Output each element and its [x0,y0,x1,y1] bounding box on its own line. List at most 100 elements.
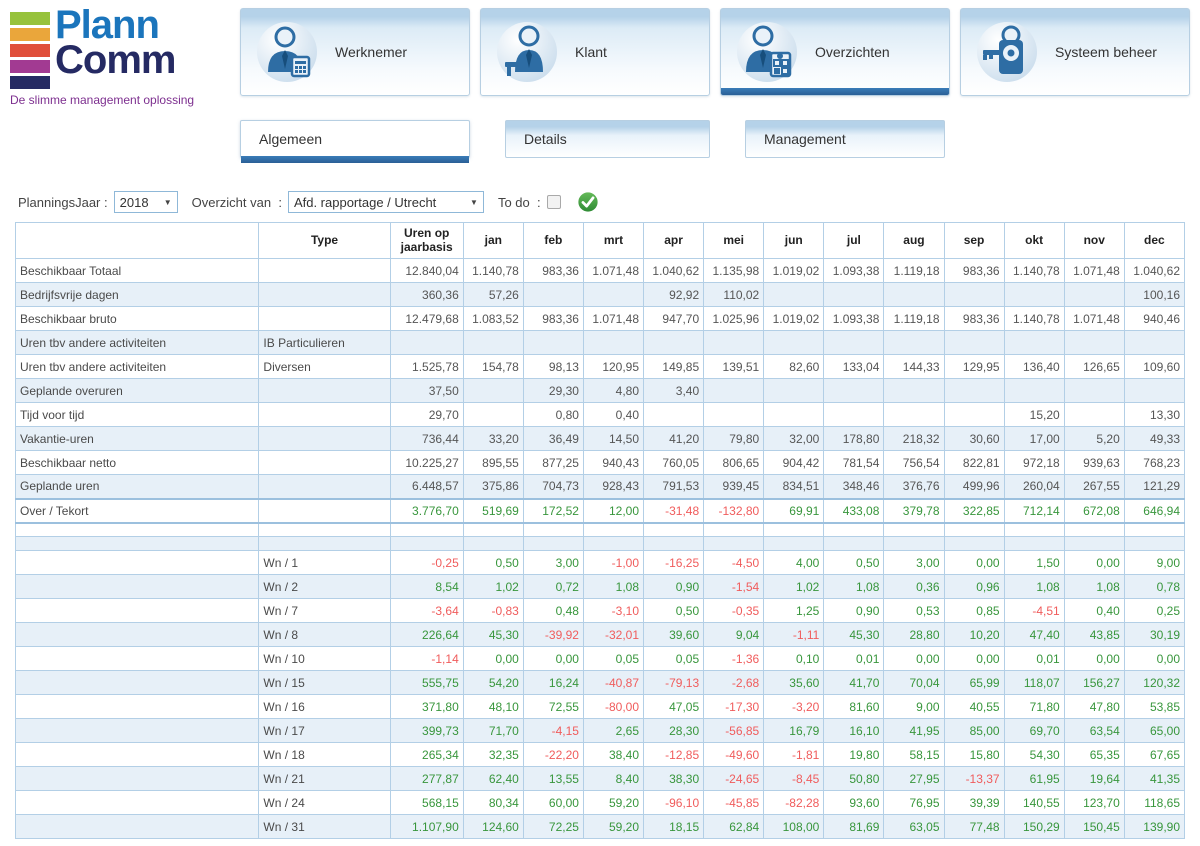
value-cell [763,282,825,307]
planningsjaar-select[interactable]: 2018 ▼ [113,191,178,213]
value-cell [883,522,945,537]
value-cell: 16,10 [823,718,885,743]
row-label-cell [14,550,260,575]
value-cell: 1.071,48 [1063,258,1125,283]
value-cell: 1.019,02 [763,258,825,283]
header-row: Type Uren op jaarbasis jan feb mrt apr mei jun j… [14,222,1186,259]
value-cell: -13,37 [943,766,1005,791]
value-cell: 0,01 [823,646,885,671]
value-cell: -80,00 [582,694,645,719]
value-cell: 65,00 [1123,718,1186,743]
value-cell [883,282,945,307]
value-cell: 123,70 [1063,790,1125,815]
value-cell: 81,69 [823,814,885,839]
planningsjaar-label: PlanningsJaar : [18,194,108,210]
filter-bar: PlanningsJaar : 2018 ▼ Overzicht van : A… [18,190,599,214]
value-cell: 118,65 [1123,790,1186,815]
nav-button-systeem-beheer[interactable]: Systeem beheer [960,8,1190,96]
spacer-row [14,536,1186,551]
chevron-down-icon: ▼ [470,197,478,207]
value-cell: 1,08 [1003,574,1065,599]
value-cell: 17,00 [1003,426,1065,451]
value-cell: 760,05 [643,450,705,475]
overviews-icon [735,20,799,84]
todo-checkbox[interactable] [546,195,561,209]
app-logo: Plann Comm De slimme management oplossin… [10,5,230,107]
value-cell: 1.107,90 [389,814,464,839]
tab-details[interactable]: Details [505,120,710,158]
value-cell: 0,72 [522,574,584,599]
type-cell [258,497,391,524]
nav-button-klant[interactable]: Klant [480,8,710,96]
value-cell: -1,00 [582,550,645,575]
overview-table: Type Uren op jaarbasis jan feb mrt apr mei jun j… [14,222,1186,839]
column-header: feb [522,222,584,259]
overzicht-van-select[interactable]: Afd. rapportage / Utrecht ▼ [287,191,484,213]
value-cell: 1.071,48 [1063,306,1125,331]
value-cell: 1.119,18 [883,258,945,283]
value-cell: 277,87 [389,766,464,791]
nav-button-werknemer[interactable]: Werknemer [240,8,470,96]
row-label-cell: Beschikbaar netto [14,450,260,475]
value-cell: 0,50 [643,598,705,623]
table-row: Wn / 21 277,87 62,40 13,55 8,40 38,30 -24,65 -8… [14,766,1186,791]
type-cell: Wn / 1 [258,550,391,575]
value-cell: 36,49 [522,426,584,451]
value-cell: -24,65 [703,766,765,791]
value-cell: 126,65 [1063,354,1125,379]
value-cell: 0,90 [643,574,705,599]
value-cell: 712,14 [1003,497,1065,524]
value-cell: -45,85 [703,790,765,815]
table-row: Wn / 24 568,15 80,34 60,00 59,20 -96,10 -45,85… [14,790,1186,815]
value-cell: 61,95 [1003,766,1065,791]
value-cell: 72,25 [522,814,584,839]
value-cell: 983,36 [522,306,584,331]
planningsjaar-value: 2018 [119,194,149,210]
value-cell [943,402,1005,427]
value-cell [522,330,584,355]
nav-label: Werknemer [335,44,408,60]
value-cell: 100,16 [1123,282,1186,307]
value-cell [883,330,945,355]
row-label-cell [14,790,260,815]
value-cell [1063,330,1125,355]
confirm-check-button[interactable] [577,191,599,213]
column-header: apr [643,222,705,259]
type-cell [258,258,391,283]
value-cell: 65,99 [943,670,1005,695]
overview-table-wrap: Type Uren op jaarbasis jan feb mrt apr mei jun j… [14,222,1186,839]
value-cell: 555,75 [389,670,464,695]
type-header: Type [258,222,391,259]
tab-algemeen[interactable]: Algemeen [240,120,470,163]
type-cell [258,426,391,451]
value-cell: 928,43 [582,474,645,499]
value-cell: 45,30 [462,622,524,647]
value-cell [883,402,945,427]
tab-management[interactable]: Management [745,120,945,158]
nav-button-overzichten[interactable]: Overzichten [720,8,950,96]
value-cell: -132,80 [703,497,765,524]
value-cell: 71,70 [462,718,524,743]
value-cell: -79,13 [643,670,705,695]
row-label-cell [14,718,260,743]
value-cell: 972,18 [1003,450,1065,475]
value-cell: 59,20 [582,790,645,815]
value-cell: 0,90 [823,598,885,623]
value-cell [1123,378,1186,403]
value-cell: 108,00 [763,814,825,839]
table-row: Beschikbaar Totaal 12.840,04 1.140,78 983,3… [14,258,1186,283]
value-cell: 58,15 [883,742,945,767]
value-cell: -49,60 [703,742,765,767]
value-cell [703,536,765,551]
value-cell: 65,35 [1063,742,1125,767]
value-cell: 0,53 [883,598,945,623]
value-cell: 81,60 [823,694,885,719]
row-label-header [14,222,260,259]
value-cell: 3,40 [643,378,705,403]
value-cell: 0,40 [582,402,645,427]
value-cell: 834,51 [763,474,825,499]
value-cell: 15,20 [1003,402,1065,427]
value-cell: -0,35 [703,598,765,623]
value-cell: 947,70 [643,306,705,331]
value-cell: 8,54 [389,574,464,599]
